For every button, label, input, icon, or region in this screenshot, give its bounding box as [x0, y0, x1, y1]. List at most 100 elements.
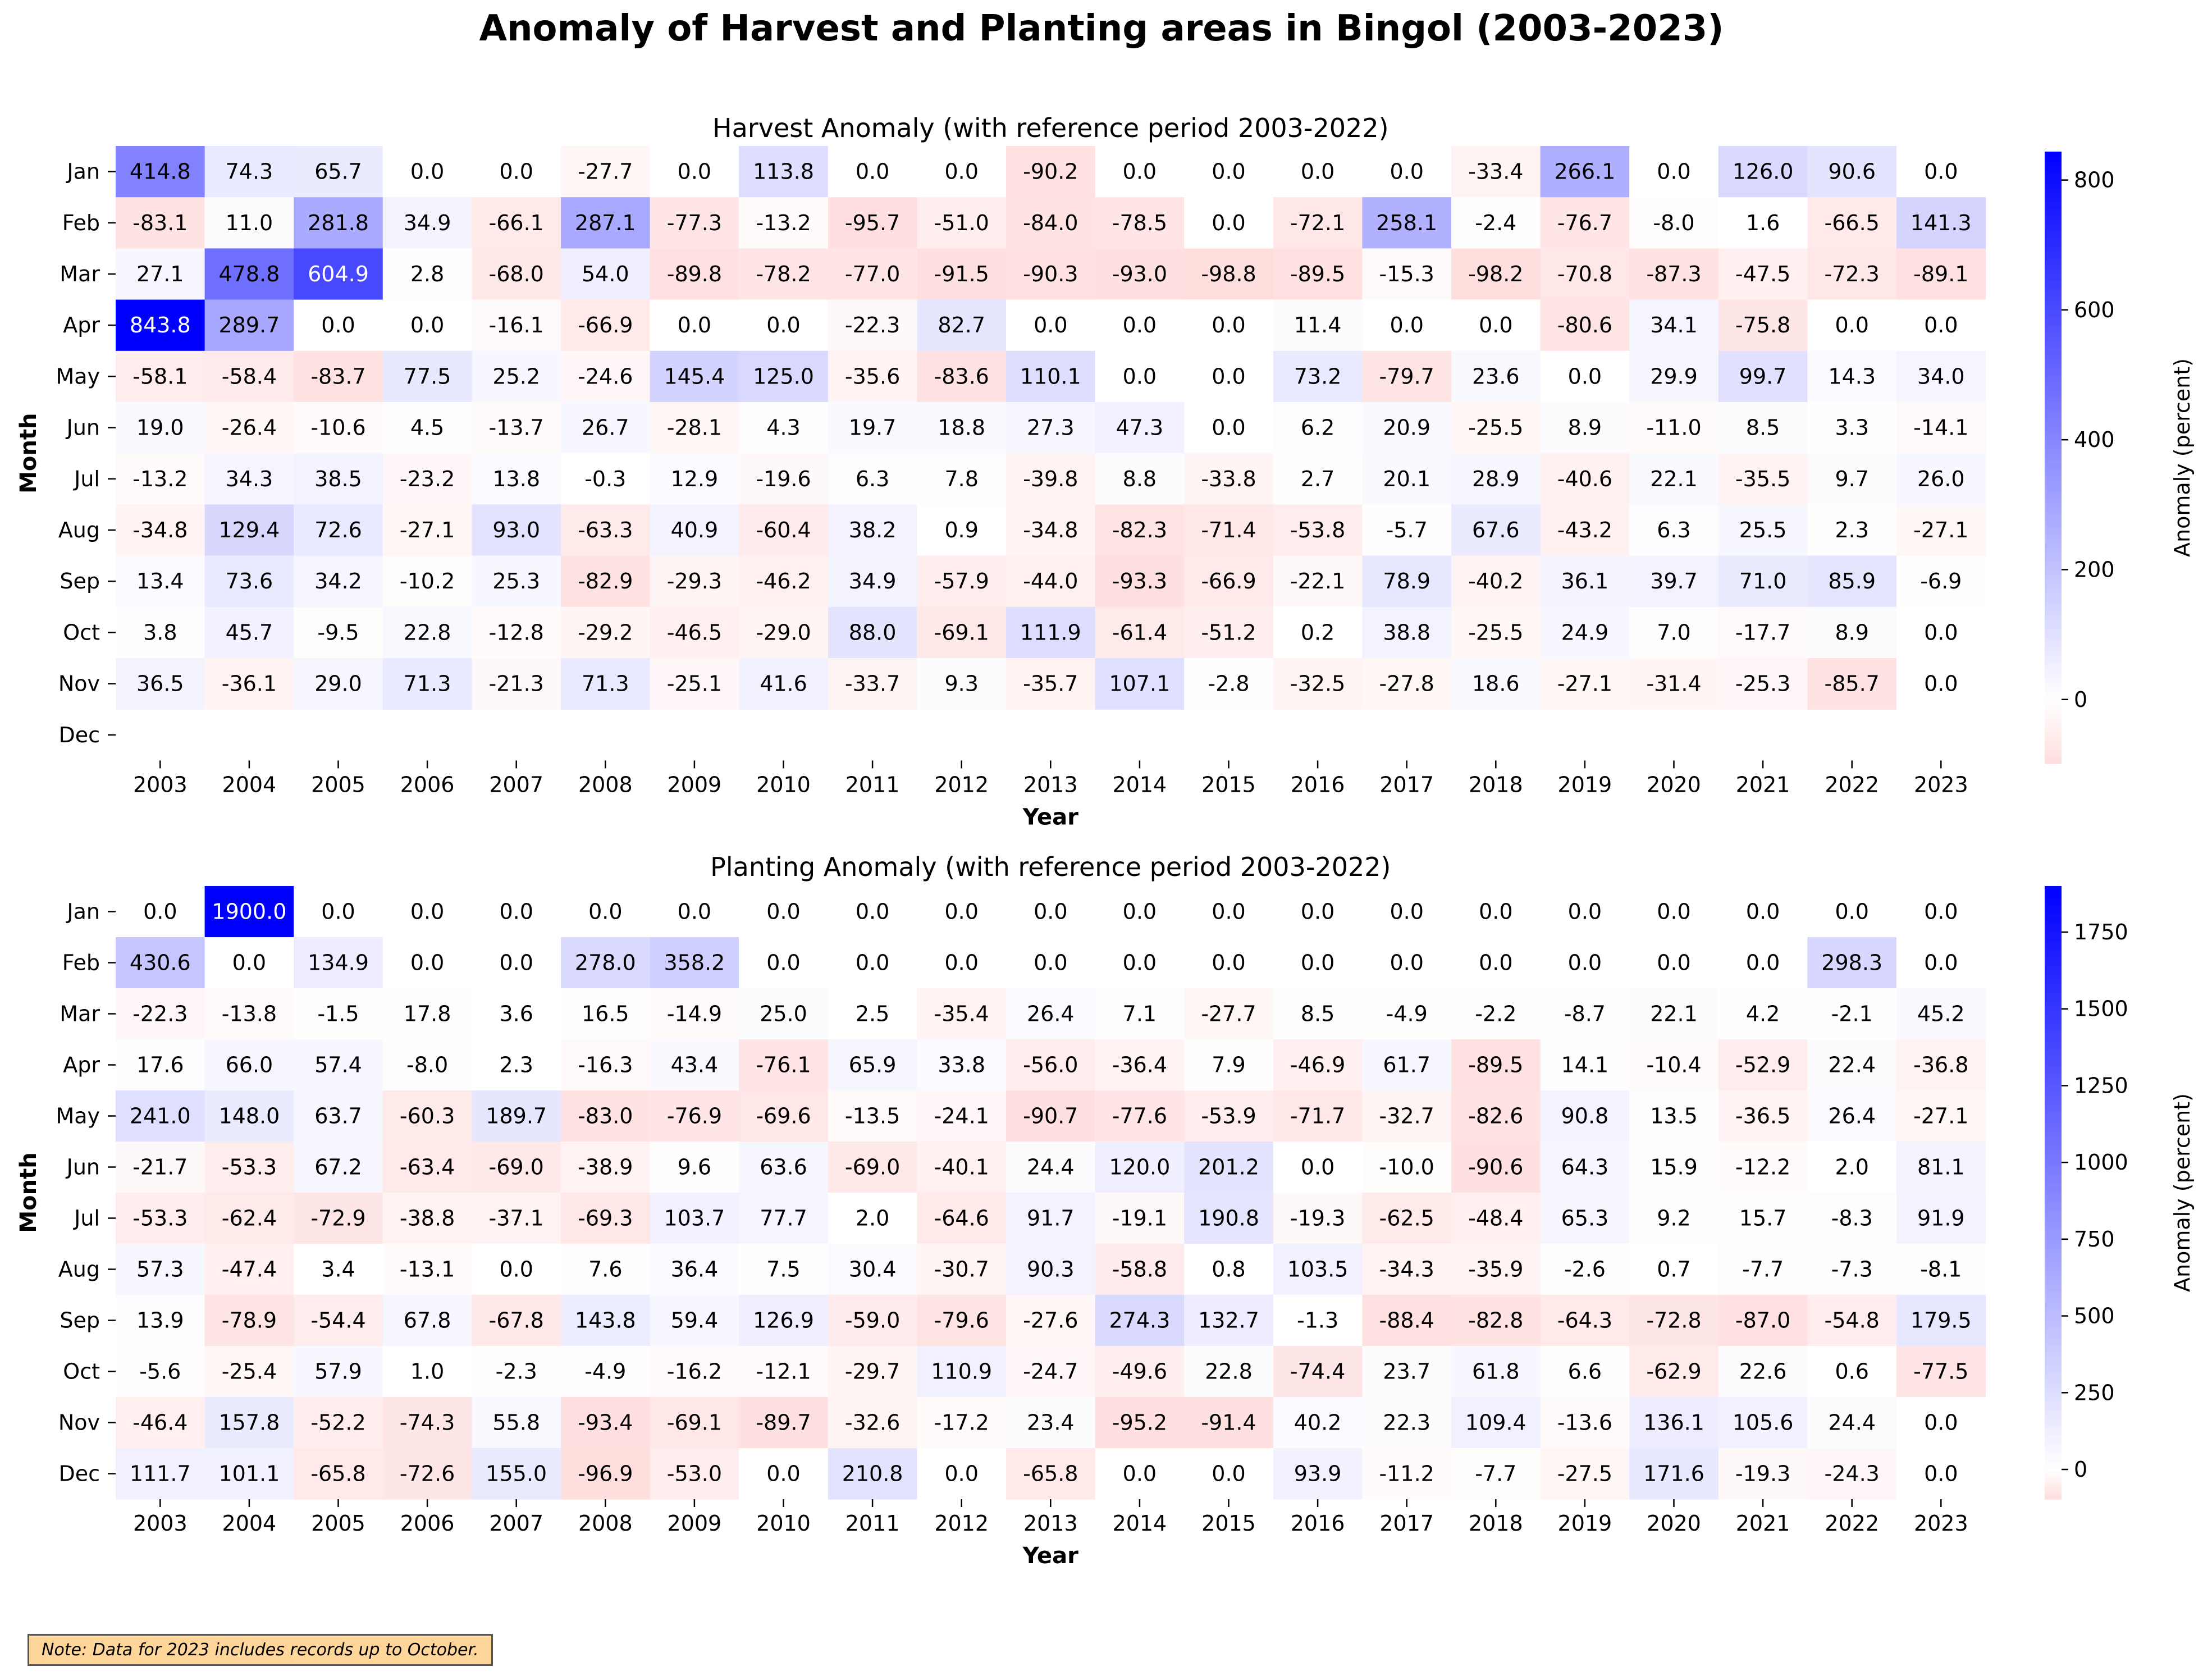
cell-value-label: 0.0 — [1568, 364, 1602, 389]
colorbar-segment — [2045, 1005, 2062, 1010]
heatmap-cell — [828, 1397, 917, 1449]
heatmap-cell — [917, 555, 1007, 608]
cell-value-label: -2.2 — [1475, 1002, 1516, 1026]
cell-value-label: -61.4 — [1112, 620, 1167, 645]
heatmap-cell — [204, 658, 294, 710]
heatmap-cell — [382, 1295, 472, 1346]
cell-value-label: -19.6 — [756, 467, 811, 491]
x-tick-label: 2014 — [1113, 772, 1167, 797]
cell-value-label: -13.7 — [489, 416, 544, 440]
cell-value-label: -66.9 — [1201, 569, 1256, 594]
cell-value-label: -35.7 — [1023, 672, 1078, 696]
colorbar-segment — [2045, 564, 2062, 568]
cell-value-label: 0.0 — [1657, 951, 1690, 975]
cell-value-label: 2.7 — [1301, 467, 1334, 491]
x-tick-label: 2009 — [668, 772, 722, 797]
heatmap-cell — [561, 1142, 651, 1193]
y-tick-label: Aug — [58, 1257, 100, 1282]
cell-value-label: 266.1 — [1555, 159, 1616, 184]
heatmap-cell — [917, 606, 1007, 659]
heatmap-cell — [116, 248, 205, 300]
x-tick-label: 2020 — [1647, 772, 1701, 797]
heatmap-cell — [1451, 886, 1541, 938]
cell-value-label: -69.0 — [489, 1155, 544, 1180]
cell-value-label: -64.6 — [934, 1206, 989, 1231]
colorbar-segment — [2045, 1061, 2062, 1065]
colorbar-segment — [2045, 213, 2062, 217]
cell-value-label: 7.5 — [766, 1257, 800, 1282]
cell-value-label: -83.7 — [310, 364, 365, 389]
cell-value-label: -25.3 — [1735, 672, 1790, 696]
x-tick-label: 2014 — [1113, 1511, 1167, 1536]
cell-value-label: 0.0 — [678, 313, 711, 337]
cell-value-label: -70.8 — [1557, 262, 1612, 286]
heatmap-cell — [1095, 504, 1185, 556]
heatmap-cell — [382, 350, 472, 403]
colorbar-segment — [2045, 154, 2062, 158]
colorbar-segment — [2045, 167, 2062, 171]
heatmap-cell — [1451, 146, 1541, 198]
colorbar-segment — [2045, 412, 2062, 416]
heatmap-cell — [828, 453, 917, 505]
colorbar-segment — [2045, 311, 2062, 314]
colorbar-segment — [2045, 375, 2062, 379]
colorbar-segment — [2045, 1125, 2062, 1129]
heatmap-cell — [382, 1346, 472, 1398]
cell-value-label: 190.8 — [1198, 1206, 1259, 1231]
cell-value-label: -8.0 — [1653, 211, 1694, 235]
heatmap-cell — [204, 1244, 294, 1295]
heatmap-cell — [739, 886, 829, 938]
heatmap-cell — [1362, 350, 1452, 403]
x-axis-label: Year — [1022, 804, 1078, 830]
cell-value-label: -78.9 — [222, 1308, 277, 1333]
x-tick-label: 2012 — [934, 1511, 989, 1536]
heatmap-cell — [204, 1142, 294, 1193]
colorbar-segment — [2045, 173, 2062, 177]
cell-value-label: -31.4 — [1646, 672, 1701, 696]
x-axis-label: Year — [1022, 1543, 1078, 1569]
heatmap-cell — [382, 299, 472, 351]
colorbar-segment — [2045, 344, 2062, 348]
heatmap-cell — [1807, 146, 1897, 198]
cell-value-label: -78.2 — [756, 262, 811, 286]
cell-value-label: 0.0 — [856, 159, 889, 184]
x-tick-label: 2016 — [1291, 1511, 1345, 1536]
x-tick-label: 2004 — [222, 772, 277, 797]
colorbar-segment — [2045, 1002, 2062, 1006]
heatmap-cell — [472, 1244, 561, 1295]
heatmap-cell — [1095, 1193, 1185, 1244]
colorbar-segment — [2045, 384, 2062, 388]
cell-value-label: -53.3 — [222, 1155, 277, 1180]
colorbar-segment — [2045, 448, 2062, 452]
heatmap-cell — [382, 504, 472, 556]
heatmap-cell — [828, 937, 917, 989]
cell-value-label: 3.8 — [143, 620, 177, 645]
colorbar-segment — [2045, 898, 2062, 902]
cell-value-label: 0.0 — [1123, 900, 1157, 924]
heatmap-cell — [204, 453, 294, 505]
colorbar-segment — [2045, 1336, 2062, 1340]
colorbar-segment — [2045, 561, 2062, 565]
cell-value-label: -21.3 — [489, 672, 544, 696]
colorbar-segment — [2045, 476, 2062, 480]
colorbar-segment — [2045, 1168, 2062, 1172]
cell-value-label: 0.0 — [1390, 951, 1423, 975]
colorbar-segment — [2045, 1493, 2062, 1497]
cell-value-label: 45.2 — [1917, 1002, 1965, 1026]
x-tick-label: 2013 — [1023, 772, 1078, 797]
heatmap-cell — [828, 1193, 917, 1244]
heatmap-cell — [1896, 299, 1986, 351]
cell-value-label: 0.0 — [321, 900, 355, 924]
heatmap-cell — [294, 248, 383, 300]
colorbar-segment — [2045, 509, 2062, 513]
cell-value-label: 73.2 — [1294, 364, 1342, 389]
cell-value-label: 0.0 — [1034, 951, 1067, 975]
heatmap-cell — [1629, 453, 1719, 505]
colorbar-segment — [2045, 528, 2062, 532]
colorbar-segment — [2045, 1462, 2062, 1466]
colorbar-tick-label: 1250 — [2074, 1073, 2128, 1098]
colorbar-segment — [2045, 243, 2062, 247]
cell-value-label: -96.9 — [578, 1462, 633, 1486]
cell-value-label: -14.1 — [1913, 416, 1968, 440]
colorbar-segment — [2045, 941, 2062, 945]
